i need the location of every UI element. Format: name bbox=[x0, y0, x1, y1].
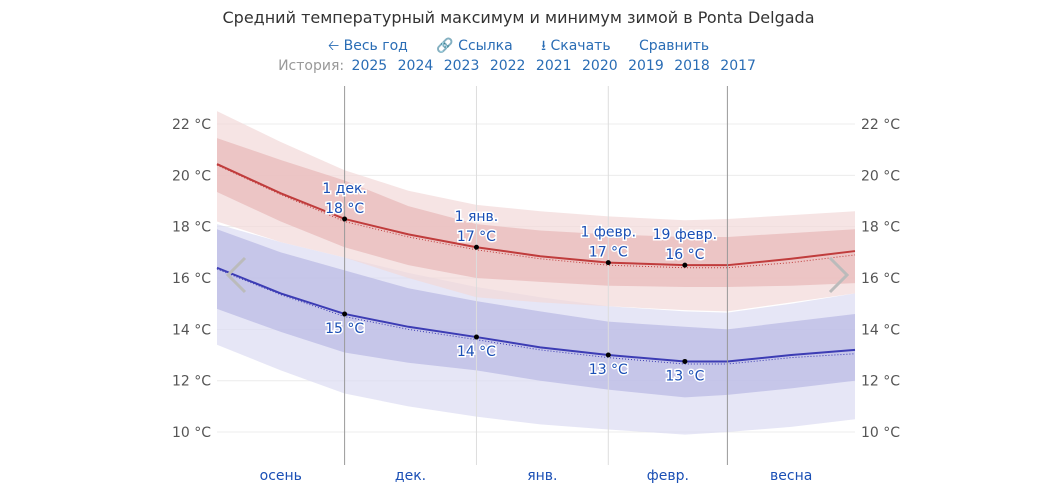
data-point bbox=[473, 334, 479, 340]
annotation-value: 13 °C bbox=[589, 362, 628, 378]
y-tick-label-left: 18 °C bbox=[172, 220, 211, 236]
history-year[interactable]: 2022 bbox=[489, 58, 526, 74]
link-button[interactable]: 🔗 Ссылка bbox=[436, 38, 512, 54]
x-section-label: весна bbox=[770, 468, 812, 484]
annotation-value: 18 °C bbox=[325, 201, 364, 217]
y-tick-label-left: 14 °C bbox=[172, 322, 211, 338]
data-point bbox=[473, 244, 479, 250]
annotation-date: 1 февр. bbox=[581, 225, 637, 241]
y-tick-label-right: 14 °C bbox=[861, 322, 900, 338]
y-tick-label-right: 22 °C bbox=[861, 117, 900, 133]
x-section-label: февр. bbox=[647, 468, 689, 484]
link-icon: 🔗 bbox=[436, 38, 459, 54]
annotation-value: 14 °C bbox=[457, 344, 496, 360]
y-tick-label-left: 12 °C bbox=[172, 374, 211, 390]
data-point bbox=[682, 358, 688, 364]
annotation-value: 16 °C bbox=[665, 247, 704, 263]
data-point bbox=[605, 352, 611, 358]
data-point bbox=[605, 260, 611, 266]
history-year[interactable]: 2020 bbox=[582, 58, 618, 74]
x-section-label: янв. bbox=[527, 468, 557, 484]
min-mean-line bbox=[216, 266, 856, 363]
data-point bbox=[342, 311, 348, 317]
y-tick-label-right: 10 °C bbox=[861, 425, 900, 441]
y-tick-label-left: 10 °C bbox=[172, 425, 211, 441]
data-point bbox=[342, 216, 348, 222]
y-tick-label-right: 12 °C bbox=[861, 374, 900, 390]
link-label: Ссылка bbox=[458, 38, 513, 54]
annotation-value: 13 °C bbox=[665, 368, 704, 384]
min-dotted-line bbox=[216, 268, 856, 365]
y-tick-label-left: 22 °C bbox=[172, 117, 211, 133]
y-tick-label-right: 20 °C bbox=[861, 168, 900, 184]
history-year[interactable]: 2021 bbox=[535, 58, 572, 74]
full-year-button[interactable]: 🡠 Весь год bbox=[328, 38, 408, 54]
download-icon: ⭳ bbox=[541, 38, 551, 54]
compare-button[interactable]: Сравнить bbox=[639, 38, 710, 54]
history-label: История: bbox=[278, 58, 345, 74]
full-year-label: Весь год bbox=[343, 38, 408, 54]
min-band-25-75 bbox=[217, 229, 855, 398]
history-year[interactable]: 2018 bbox=[674, 58, 710, 74]
history-bar: История: 2025 2024 2023 2022 2021 2020 2… bbox=[0, 58, 1037, 74]
x-section-label: дек. bbox=[395, 468, 426, 484]
annotation-value: 17 °C bbox=[457, 229, 496, 245]
chevron-right-icon[interactable] bbox=[828, 256, 850, 294]
chart-title: Средний температурный максимум и минимум… bbox=[222, 8, 815, 27]
history-year[interactable]: 2019 bbox=[628, 58, 664, 74]
download-button[interactable]: ⭳ Скачать bbox=[541, 38, 610, 54]
y-tick-label-right: 18 °C bbox=[861, 220, 900, 236]
history-year[interactable]: 2025 bbox=[351, 58, 388, 74]
history-year[interactable]: 2024 bbox=[397, 58, 434, 74]
data-point bbox=[682, 262, 688, 268]
x-section-label: осень bbox=[260, 468, 302, 484]
history-year[interactable]: 2017 bbox=[720, 58, 756, 74]
max-mean-line bbox=[216, 163, 856, 267]
toolbar: 🡠 Весь год 🔗 Ссылка ⭳ Скачать Сравнить bbox=[0, 35, 1037, 59]
y-tick-label-left: 16 °C bbox=[172, 271, 211, 287]
chevron-left-icon[interactable] bbox=[225, 256, 247, 294]
annotation-date: 19 февр. bbox=[653, 227, 717, 243]
y-tick-label-left: 20 °C bbox=[172, 168, 211, 184]
annotation-value: 17 °C bbox=[589, 245, 628, 261]
download-label: Скачать bbox=[550, 38, 611, 54]
annotation-date: 1 дек. bbox=[322, 181, 367, 197]
annotation-date: 1 янв. bbox=[455, 209, 499, 225]
y-tick-label-right: 16 °C bbox=[861, 271, 900, 287]
history-year[interactable]: 2023 bbox=[443, 58, 480, 74]
max-band-25-75 bbox=[217, 138, 855, 288]
arrow-left-icon: 🡠 bbox=[327, 38, 344, 54]
annotation-value: 15 °C bbox=[325, 321, 364, 337]
